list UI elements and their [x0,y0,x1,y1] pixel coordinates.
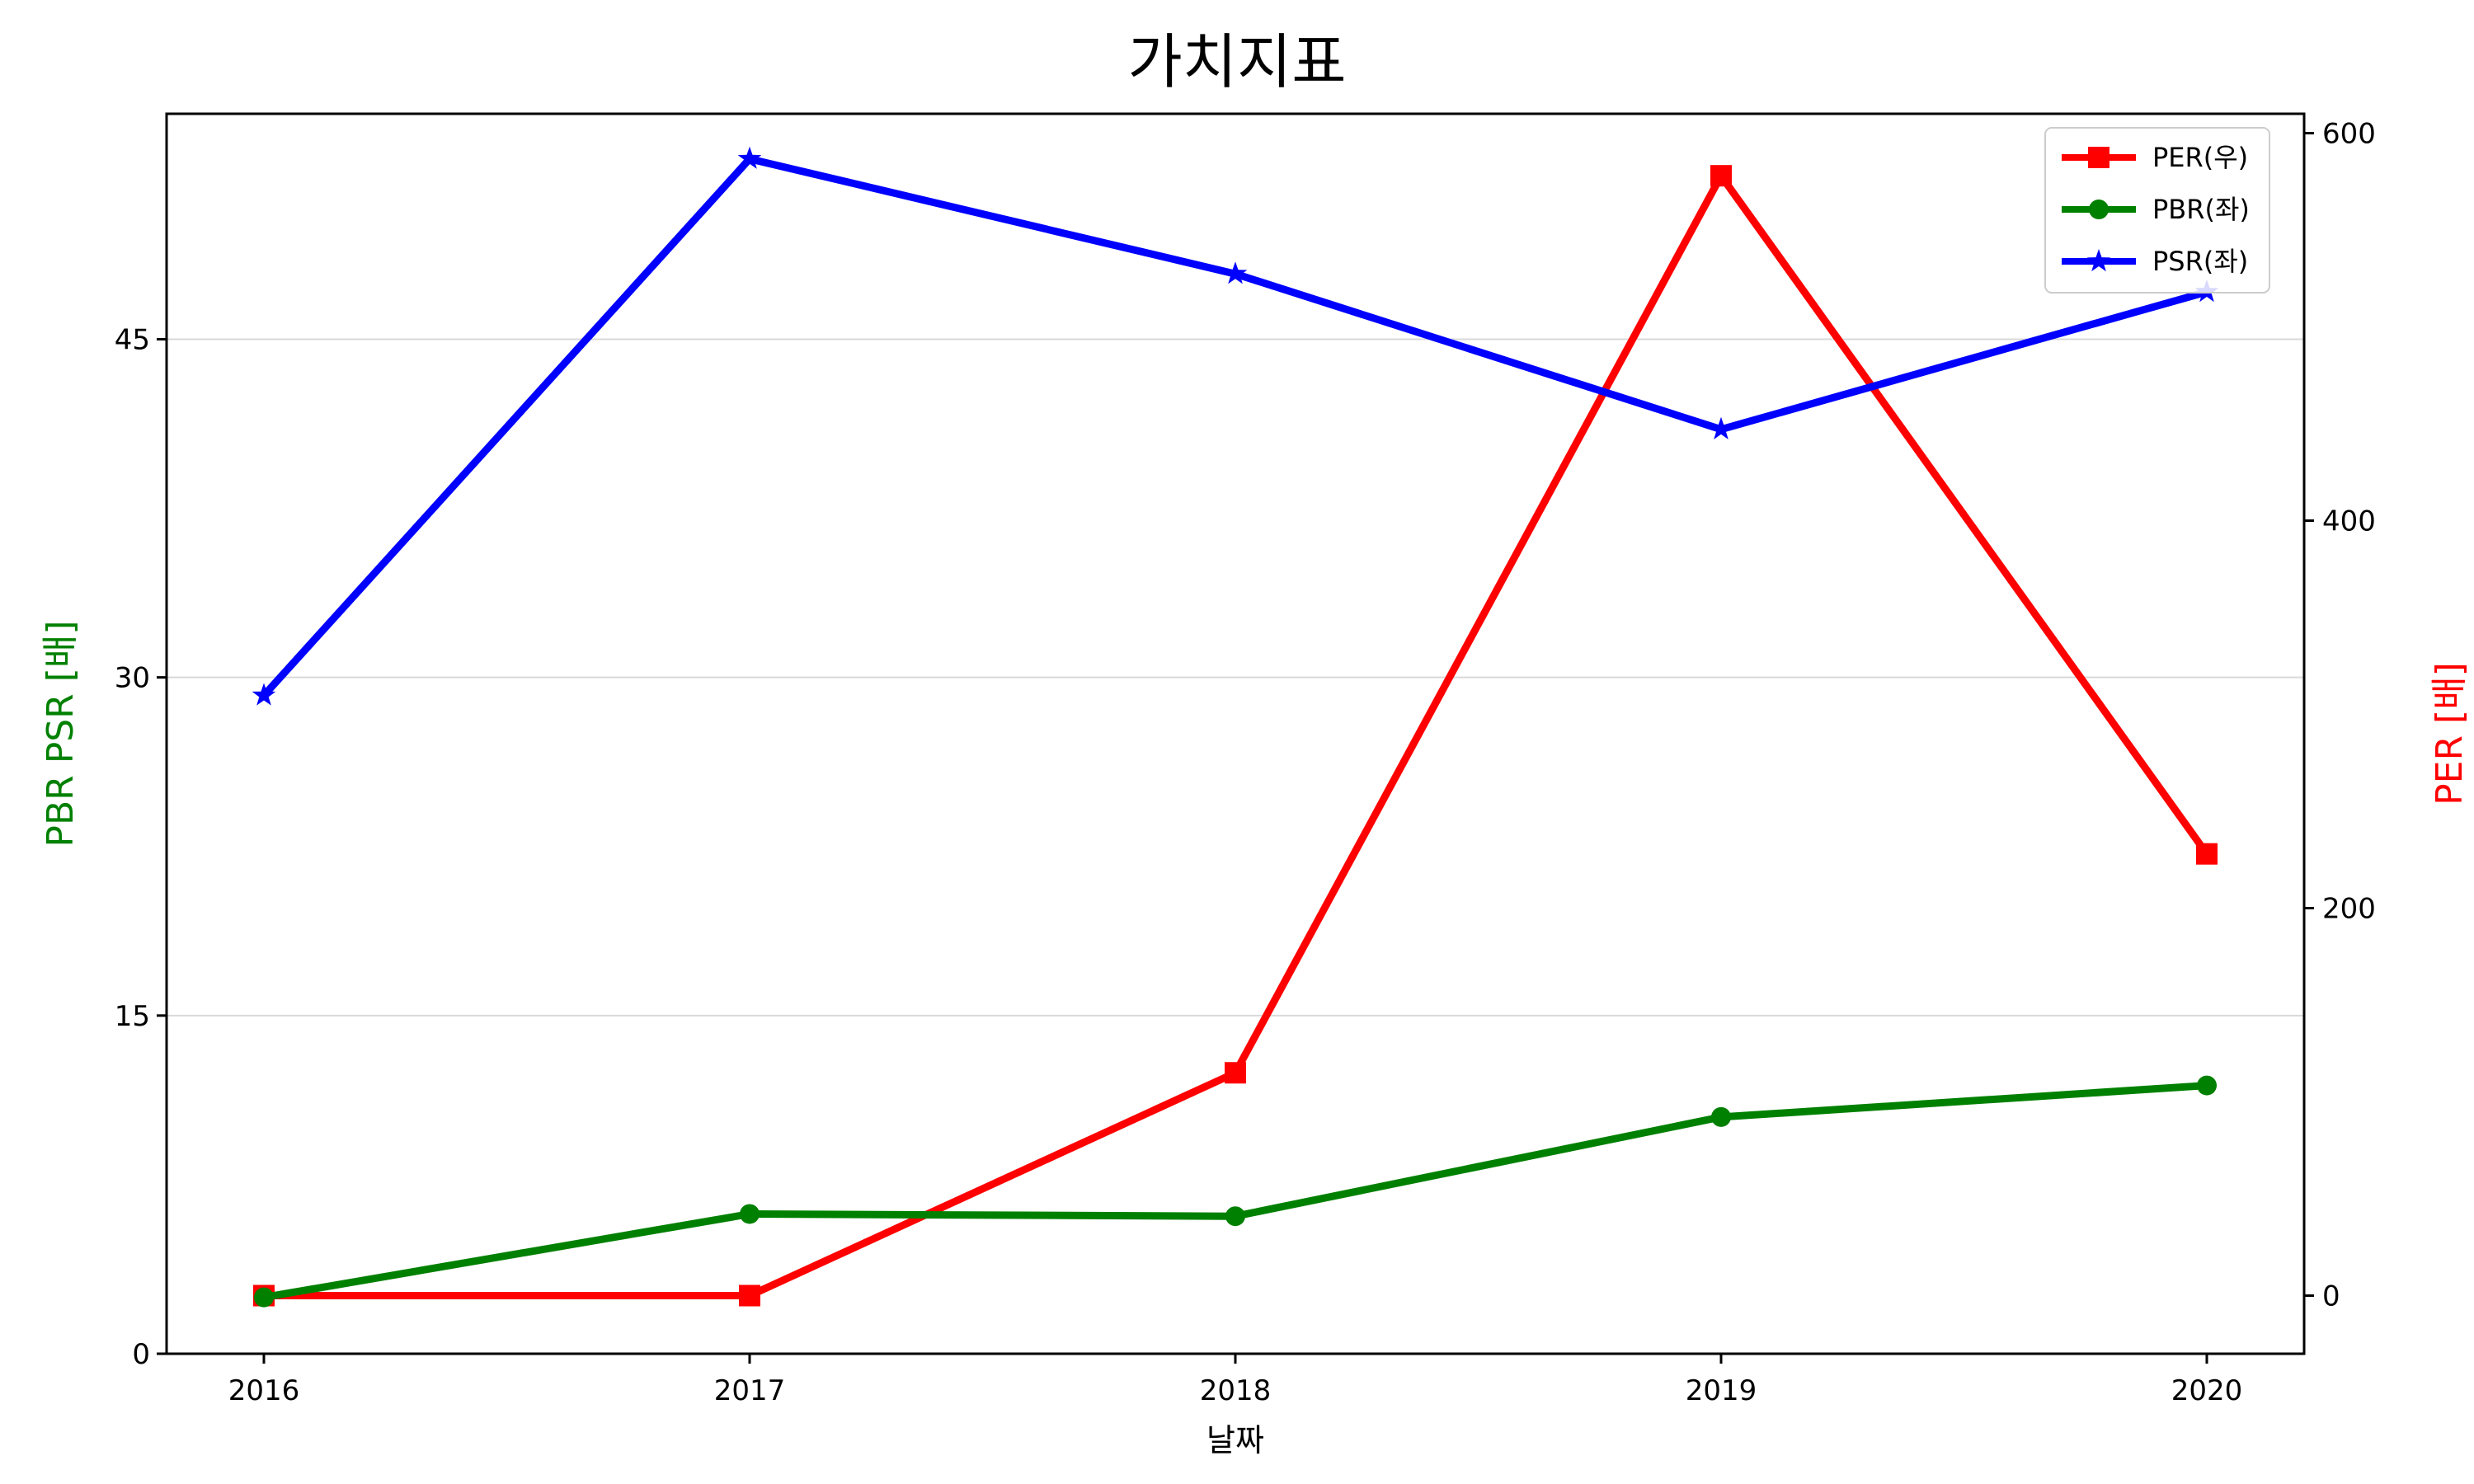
right-tick-label: 400 [2322,505,2376,538]
legend-label: PER(우) [2152,142,2248,173]
data-point [254,1287,274,1308]
legend-marker [2088,147,2109,168]
legend: PER(우) PBR(좌) PSR(좌) [2044,127,2270,294]
x-tick-label: 2016 [228,1374,300,1407]
data-point [739,1284,760,1307]
series-1 [254,1075,2217,1308]
left-tick-label: 0 [132,1338,150,1371]
series-0 [253,165,2218,1307]
data-point [740,1204,760,1224]
data-point [1223,261,1248,284]
x-tick-label: 2020 [2171,1374,2243,1407]
y-axis-label-right: PER [배] [2429,662,2471,805]
x-tick-label: 2019 [1686,1374,1757,1407]
legend-label: PSR(좌) [2152,246,2248,277]
x-axis-label: 날짜 [1206,1422,1264,1458]
data-point [2197,1075,2217,1096]
legend-item: PSR(좌) [2062,246,2248,277]
series-layer [252,146,2219,1308]
data-point [1711,1106,1731,1127]
legend-item: PER(우) [2062,142,2248,173]
right-tick-label: 200 [2322,893,2376,926]
legend-item: PBR(좌) [2062,194,2250,225]
left-tick-label: 30 [115,662,150,695]
data-point [1225,1206,1245,1227]
legend-marker [2089,200,2109,219]
x-tick-label: 2017 [714,1374,786,1407]
legend-label: PBR(좌) [2152,194,2250,225]
series-line [261,155,2208,698]
x-axis-ticks: 2016 2017 2018 2019 2020 [228,1354,2243,1407]
data-point [1710,165,1732,187]
series-line [263,1082,2208,1302]
left-tick-label: 15 [115,1000,150,1033]
right-axis-ticks: 0 200 400 600 [2304,118,2376,1313]
left-axis-ticks: 0 15 30 45 [115,323,167,1371]
plot-frame [165,112,2306,1355]
y-axis-label-left: PBR PSR [배] [40,620,82,847]
legend-marker [2086,249,2111,272]
grid-lines [167,338,2304,1017]
data-point [737,146,762,169]
series-2 [252,146,2219,706]
series-line [264,171,2210,1299]
chart-title: 가치지표 [1128,27,1347,96]
data-point [252,683,276,706]
x-tick-label: 2018 [1200,1374,1272,1407]
right-tick-label: 0 [2322,1280,2340,1313]
left-tick-label: 45 [115,323,150,356]
data-point [1225,1062,1246,1084]
right-tick-label: 600 [2322,118,2376,151]
legend-box [2044,127,2270,294]
data-point [2196,843,2218,865]
data-point [1709,416,1733,439]
